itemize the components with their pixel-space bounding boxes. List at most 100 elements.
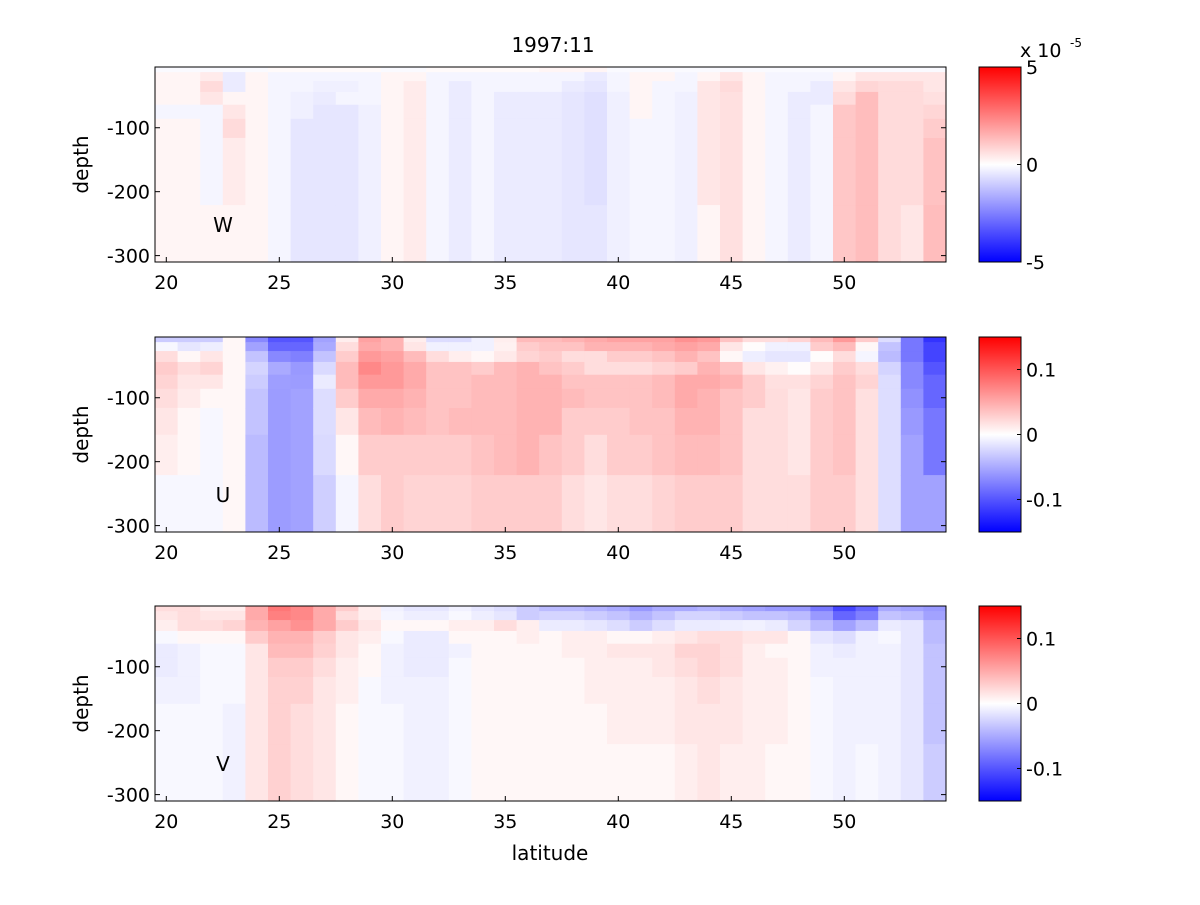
heatmap-cell	[290, 643, 314, 659]
heatmap-cell	[448, 72, 472, 82]
heatmap-cell	[403, 606, 427, 612]
heatmap-cell	[584, 118, 608, 139]
heatmap-cell	[471, 630, 495, 645]
heatmap-cell	[765, 388, 789, 409]
heatmap-cell	[494, 643, 518, 659]
heatmap-cell	[448, 361, 472, 376]
heatmap-cell	[448, 104, 472, 120]
x-tick-label: 45	[719, 811, 743, 833]
heatmap-cell	[290, 67, 314, 73]
heatmap-cell	[494, 337, 518, 343]
heatmap-cell	[245, 676, 269, 705]
heatmap-cell	[720, 676, 744, 705]
heatmap-cell	[607, 744, 631, 802]
heatmap-cell	[855, 137, 879, 166]
heatmap-cell	[381, 91, 405, 106]
heatmap-cell	[155, 676, 179, 705]
heatmap-cell	[629, 361, 653, 376]
heatmap-cell	[290, 205, 314, 263]
heatmap-cell	[810, 407, 834, 436]
colorbar-tick-label: -0.1	[1026, 490, 1063, 512]
heatmap-cell	[471, 643, 495, 659]
heatmap-cell	[742, 606, 766, 612]
heatmap-cell	[290, 676, 314, 705]
heatmap-cell	[222, 72, 246, 82]
heatmap-cell	[607, 643, 631, 659]
heatmap-cell	[584, 630, 608, 645]
colorbar-tick-label: -5	[1026, 252, 1045, 274]
panel-v: 20 25 30 35 40 45 50 -100 -200 -300 depth V 0.1 0 -0.1	[69, 605, 1063, 833]
heatmap-cell	[222, 611, 246, 621]
heatmap-cell	[381, 67, 405, 73]
heatmap-cell	[697, 351, 721, 363]
heatmap-cell	[787, 351, 811, 363]
heatmap-cell	[290, 620, 314, 632]
heatmap-cell	[471, 434, 495, 476]
y-tick-label: -300	[107, 246, 150, 268]
heatmap-cell	[494, 361, 518, 376]
heatmap-cell	[335, 361, 359, 376]
heatmap-cell	[765, 676, 789, 705]
heatmap-cell	[539, 104, 563, 120]
heatmap-cell	[652, 91, 676, 106]
heatmap-cell	[448, 91, 472, 106]
heatmap-cell	[381, 611, 405, 621]
heatmap-cell	[607, 337, 631, 343]
heatmap-cell	[200, 351, 224, 363]
heatmap-cell	[697, 342, 721, 352]
heatmap-cell	[200, 361, 224, 376]
heatmap-cell	[878, 657, 902, 678]
heatmap-cell	[471, 205, 495, 263]
heatmap-cell	[561, 388, 585, 409]
heatmap-cell	[561, 630, 585, 645]
heatmap-cell	[629, 337, 653, 343]
heatmap-cell	[833, 606, 857, 612]
heatmap-cell	[810, 475, 834, 533]
heatmap-cell	[155, 361, 179, 376]
heatmap-cell	[426, 744, 450, 802]
heatmap-cell	[810, 657, 834, 678]
heatmap-cell	[561, 137, 585, 166]
heatmap-cell	[471, 611, 495, 621]
heatmap-cell	[245, 342, 269, 352]
x-tick-label: 25	[267, 542, 291, 564]
heatmap-cell	[403, 81, 427, 93]
heatmap-cell	[629, 118, 653, 139]
heatmap-cell	[765, 630, 789, 645]
heatmap-cell	[358, 744, 382, 802]
heatmap-cell	[335, 643, 359, 659]
heatmap-cell	[584, 137, 608, 166]
heatmap-cell	[697, 630, 721, 645]
panel-label: W	[213, 213, 233, 237]
heatmap-cell	[810, 337, 834, 343]
heatmap-cell	[245, 205, 269, 263]
heatmap-cell	[584, 342, 608, 352]
heatmap-cell	[245, 630, 269, 645]
heatmap-cell	[561, 81, 585, 93]
heatmap-cell	[313, 657, 337, 678]
heatmap-cell	[516, 205, 540, 263]
heatmap-cell	[177, 388, 201, 409]
heatmap-cell	[855, 620, 879, 632]
heatmap-cell	[900, 643, 924, 659]
heatmap-cell	[471, 407, 495, 436]
heatmap-cell	[494, 67, 518, 73]
heatmap-cell	[358, 611, 382, 621]
heatmap-cell	[290, 744, 314, 802]
heatmap-cell	[335, 337, 359, 343]
heatmap-cell	[584, 81, 608, 93]
heatmap-cell	[923, 67, 947, 73]
heatmap-cell	[268, 337, 292, 343]
heatmap-cell	[742, 657, 766, 678]
heatmap-cell	[674, 337, 698, 343]
heatmap-cell	[787, 118, 811, 139]
heatmap-cell	[652, 643, 676, 659]
x-tick-label: 50	[832, 811, 856, 833]
heatmap-cell	[403, 67, 427, 73]
heatmap-cell	[539, 657, 563, 678]
y-axis-label: depth	[69, 674, 93, 732]
heatmap-cell	[516, 676, 540, 705]
heatmap-cell	[561, 407, 585, 436]
heatmap-cell	[878, 611, 902, 621]
heatmap-cell	[358, 72, 382, 82]
